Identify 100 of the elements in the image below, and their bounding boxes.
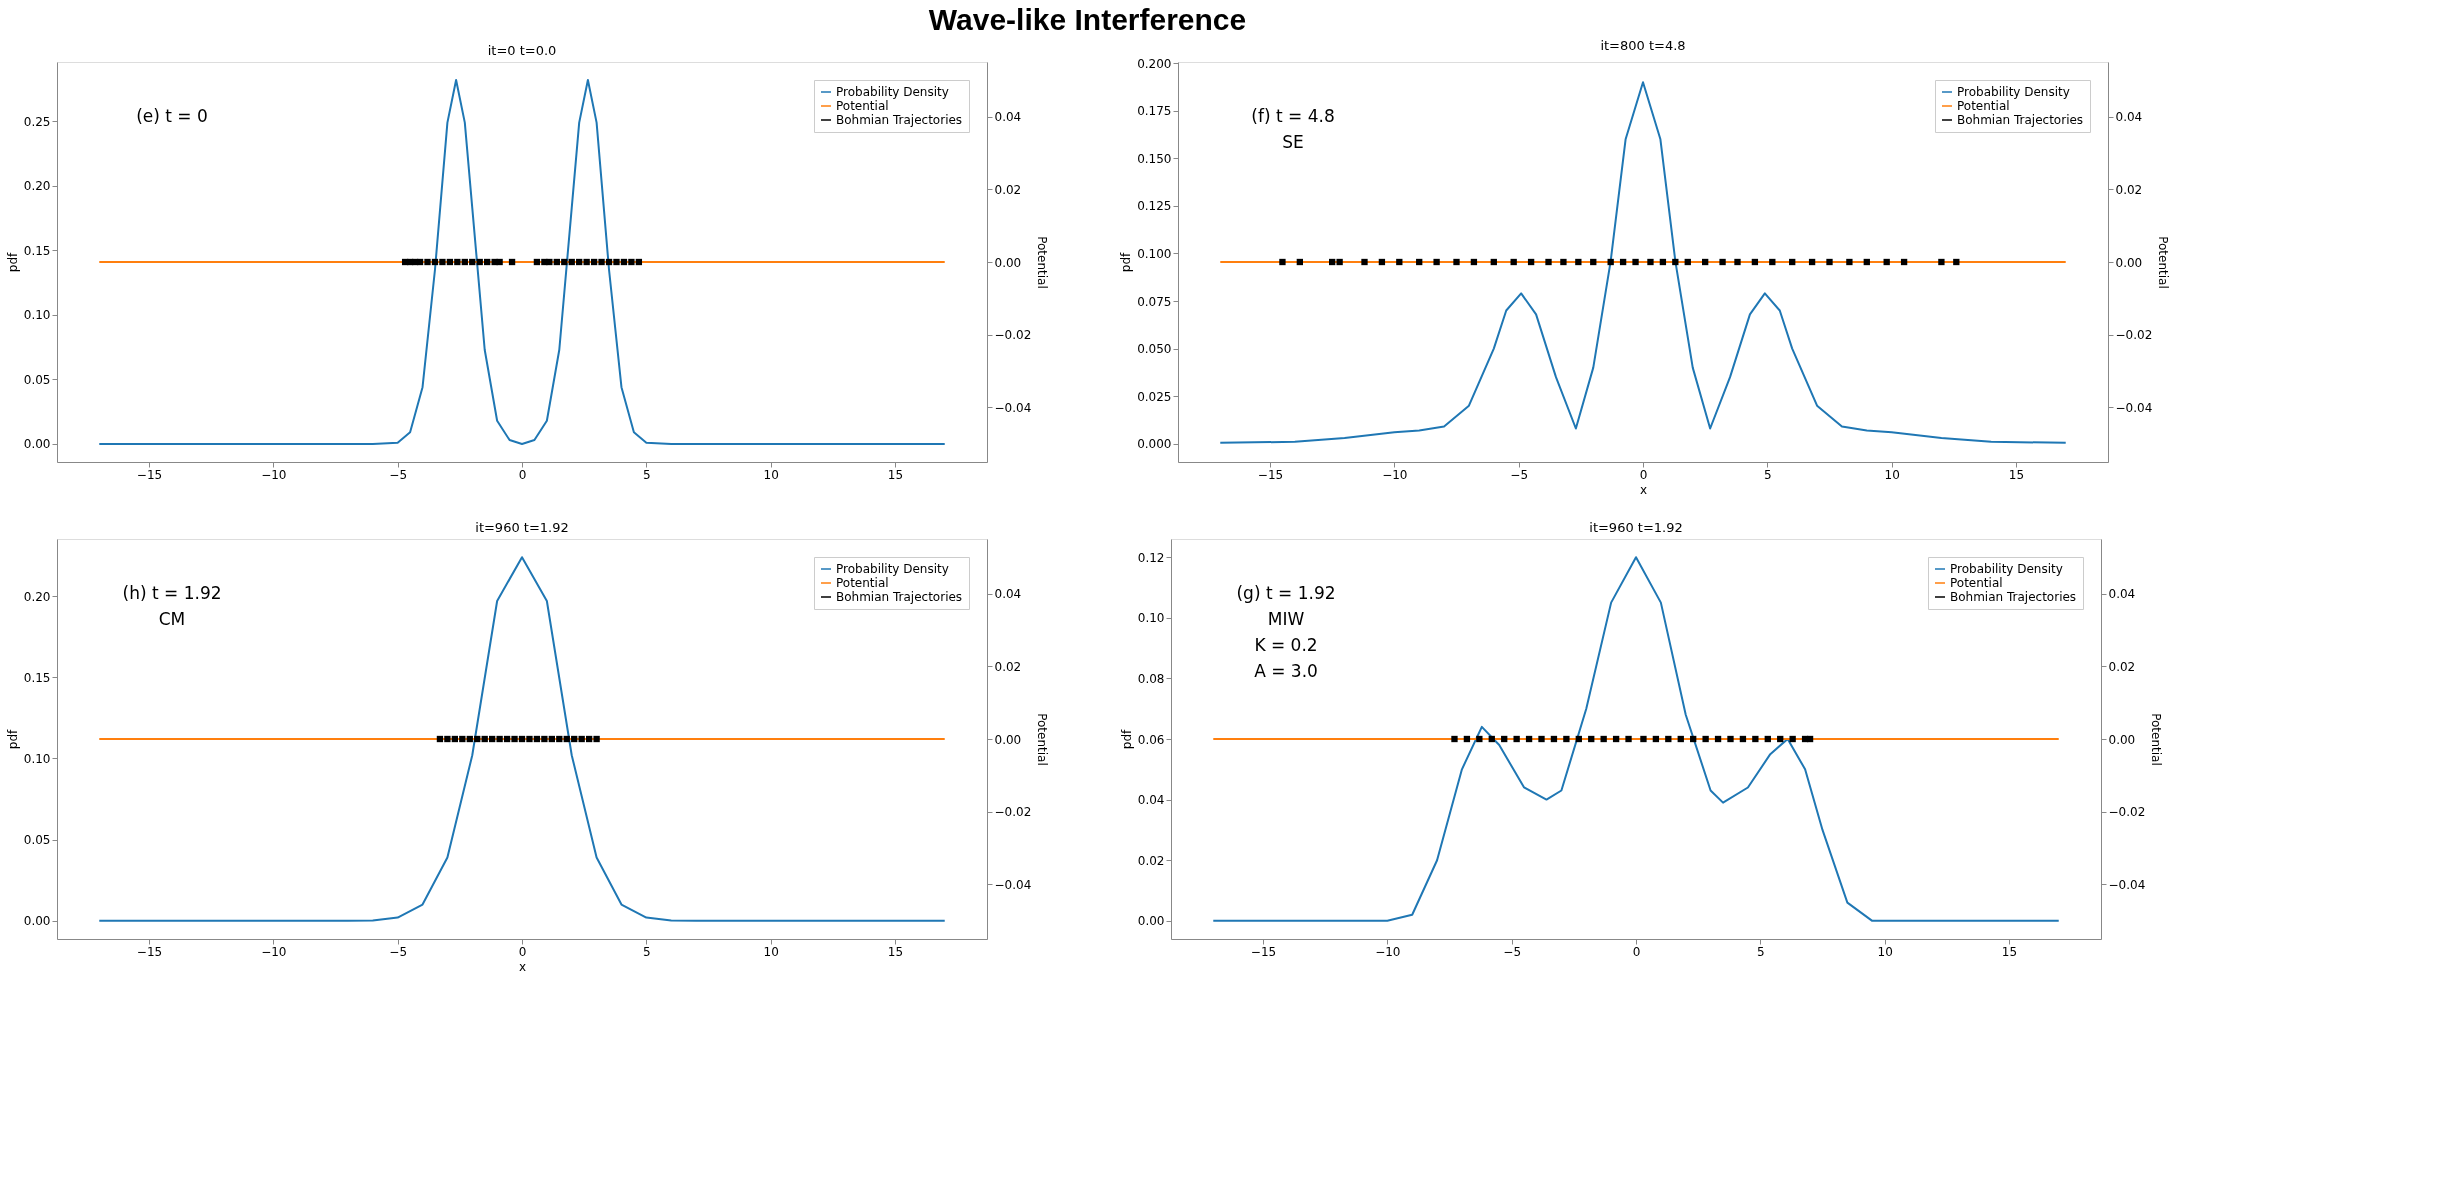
x-tick-label: 10 [763, 467, 779, 482]
y-tick-label: 0.10 [23, 308, 51, 323]
x-tick-label: −10 [261, 944, 287, 959]
y2-tick-label: −0.02 [994, 328, 1032, 343]
x-axis-title: x [1639, 482, 1648, 497]
y-tick-label: 0.15 [23, 243, 51, 258]
x-tick-label: 5 [1764, 467, 1772, 482]
y2-tick-label: 0.02 [994, 659, 1022, 674]
y2-tick-label: −0.04 [994, 400, 1032, 415]
y-tick-label: 0.00 [23, 914, 51, 929]
y2-axis-title: Potential [2149, 713, 2164, 766]
x-tick-label: −10 [261, 467, 287, 482]
y-tick-label: 0.125 [1137, 199, 1172, 214]
y-tick-label: 0.15 [23, 670, 51, 685]
y-tick-label: 0.06 [1137, 732, 1165, 747]
x-tick-label: −10 [1382, 467, 1408, 482]
annotation: SE [1282, 132, 1304, 152]
y2-axis-title: Potential [1035, 236, 1050, 289]
y-tick-label: 0.02 [1137, 853, 1165, 868]
x-tick-label: 5 [643, 944, 651, 959]
legend-label: Probability Density [836, 85, 949, 99]
y-tick-label: 0.20 [23, 589, 51, 604]
x-tick-label: −5 [1503, 944, 1522, 959]
x-axis-title: x [518, 959, 527, 974]
annotation: K = 0.2 [1254, 635, 1318, 655]
y-axis-title: pdf [5, 252, 20, 273]
annotation: A = 3.0 [1254, 661, 1318, 681]
legend-label: Probability Density [836, 562, 949, 576]
y2-tick-label: 0.04 [2115, 110, 2143, 125]
y2-tick-label: 0.04 [994, 587, 1022, 602]
y-axis-title: pdf [1119, 729, 1134, 750]
annotation: MIW [1267, 609, 1305, 629]
y2-tick-label: −0.02 [994, 805, 1032, 820]
y2-tick-label: 0.02 [2115, 182, 2143, 197]
x-tick-label: 15 [2001, 944, 2018, 959]
y-tick-label: 0.20 [23, 179, 51, 194]
x-tick-label: −15 [136, 944, 163, 959]
y-tick-label: 0.050 [1137, 342, 1172, 357]
annotation: (g) t = 1.92 [1236, 583, 1336, 603]
y2-tick-label: −0.04 [994, 877, 1032, 892]
y2-tick-label: 0.00 [994, 732, 1022, 747]
y-tick-label: 0.000 [1137, 437, 1172, 452]
x-tick-label: 10 [1884, 467, 1900, 482]
y2-tick-label: −0.02 [2108, 805, 2146, 820]
legend-label: Potential [836, 576, 889, 590]
x-tick-label: −15 [1250, 944, 1277, 959]
x-tick-label: 10 [763, 944, 779, 959]
y-tick-label: 0.175 [1137, 104, 1172, 119]
y2-tick-label: 0.02 [994, 182, 1022, 197]
x-tick-label: −5 [1510, 467, 1529, 482]
y-tick-label: 0.05 [23, 372, 51, 387]
x-tick-label: −5 [389, 944, 408, 959]
chart-title: it=960 t=1.92 [1589, 520, 1683, 535]
annotation: (f) t = 4.8 [1251, 106, 1335, 126]
legend-label: Bohmian Trajectories [836, 113, 963, 127]
y-tick-label: 0.025 [1137, 389, 1172, 404]
y-tick-label: 0.200 [1137, 56, 1172, 71]
legend-label: Potential [1950, 576, 2003, 590]
y-tick-label: 0.00 [1137, 914, 1165, 929]
y2-tick-label: 0.04 [2108, 587, 2136, 602]
legend-label: Potential [836, 99, 889, 113]
y2-tick-label: 0.00 [2115, 255, 2143, 270]
y-tick-label: 0.00 [23, 437, 51, 452]
x-tick-label: 0 [1639, 467, 1648, 482]
y-tick-label: 0.12 [1137, 550, 1165, 565]
legend-label: Probability Density [1950, 562, 2063, 576]
legend-label: Potential [1957, 99, 2010, 113]
y2-tick-label: 0.02 [2108, 659, 2136, 674]
y-axis-title: pdf [1119, 252, 1134, 273]
y2-axis-title: Potential [1035, 713, 1050, 766]
y2-tick-label: 0.00 [2108, 732, 2136, 747]
chart-title: it=800 t=4.8 [1600, 38, 1686, 54]
x-tick-label: 5 [1757, 944, 1765, 959]
chart-title: it=960 t=1.92 [475, 520, 569, 535]
y-tick-label: 0.10 [1137, 611, 1165, 626]
legend-label: Probability Density [1957, 85, 2070, 99]
x-tick-label: 0 [1632, 944, 1641, 959]
y-tick-label: 0.05 [23, 833, 51, 848]
y2-tick-label: −0.02 [2115, 328, 2153, 343]
y-axis-title: pdf [5, 729, 20, 750]
y2-tick-label: 0.00 [994, 255, 1022, 270]
annotation: CM [158, 609, 186, 629]
annotation: (h) t = 1.92 [122, 583, 222, 603]
y-tick-label: 0.100 [1137, 246, 1172, 261]
legend-label: Bohmian Trajectories [836, 590, 963, 604]
y-tick-label: 0.08 [1137, 671, 1165, 686]
y-tick-label: 0.04 [1137, 793, 1165, 808]
x-tick-label: 15 [2008, 467, 2025, 482]
legend-label: Bohmian Trajectories [1957, 113, 2084, 127]
x-tick-label: 15 [887, 467, 904, 482]
x-tick-label: −15 [1257, 467, 1284, 482]
x-tick-label: −5 [389, 467, 408, 482]
x-tick-label: 0 [518, 944, 527, 959]
y2-tick-label: −0.04 [2108, 877, 2146, 892]
annotation: (e) t = 0 [136, 106, 208, 126]
text: Wave-like Interference [928, 2, 1247, 36]
chart-title: it=0 t=0.0 [487, 43, 557, 58]
x-tick-label: 10 [1877, 944, 1893, 959]
y2-tick-label: 0.04 [994, 110, 1022, 125]
y-tick-label: 0.25 [23, 114, 51, 129]
